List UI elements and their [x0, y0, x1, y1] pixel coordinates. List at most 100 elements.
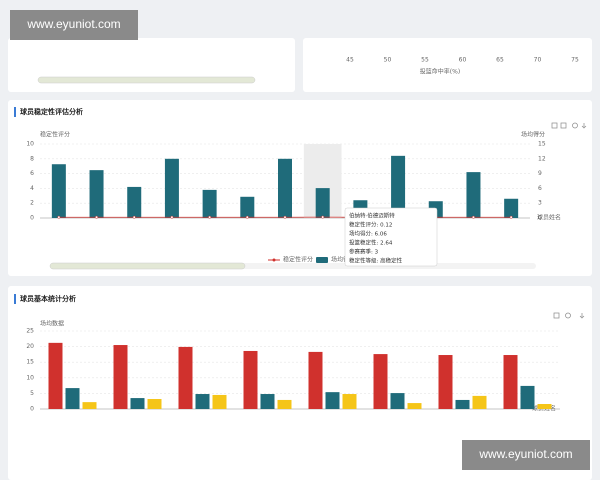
y-tick-label: 15 [26, 359, 34, 366]
scrollbar[interactable] [49, 262, 246, 270]
watermark-box [462, 440, 590, 470]
y-tick-label: 10 [26, 141, 34, 148]
bar [65, 388, 80, 409]
watermark-box [10, 10, 138, 40]
watermark: www.eyuniot.com [26, 17, 120, 31]
legend-swatch [316, 257, 328, 263]
bar [130, 398, 145, 409]
y2-axis-label: 场均得分 [521, 131, 545, 139]
x-tick-label: 70 [534, 57, 542, 64]
bar [278, 158, 292, 218]
x-tick-label: 45 [346, 57, 354, 64]
bar [472, 395, 487, 409]
bar [308, 351, 323, 409]
y-tick-label: 2 [30, 200, 34, 207]
bar [48, 342, 63, 409]
y-tick-label: 20 [26, 343, 34, 350]
bar [438, 355, 453, 409]
bar [51, 164, 66, 218]
bar [212, 394, 227, 409]
panel [8, 286, 592, 480]
panel [8, 38, 295, 92]
tooltip-line: 稳定性等级: 高稳定性 [349, 257, 403, 265]
y-axis-label: 场均数据 [40, 320, 64, 328]
y-tick-label: 0 [30, 215, 34, 222]
bar [277, 399, 292, 409]
y-tick-label: 8 [30, 155, 34, 162]
bar [537, 404, 552, 409]
x-axis-label: 球员姓名 [537, 214, 561, 222]
legend-item[interactable]: 场均得分 [316, 256, 355, 264]
line-point [321, 215, 325, 219]
tooltip-title: 伯纳特·伯德迈斯特 [349, 212, 395, 220]
tooltip-line: 投篮稳定性: 2.64 [349, 239, 393, 247]
line-point [472, 215, 475, 219]
bar [202, 189, 217, 218]
bar [391, 155, 406, 218]
title-accent [14, 107, 16, 117]
x-axis-label: 投篮命中率(%) [420, 68, 460, 76]
x-tick-label: 65 [496, 57, 504, 64]
tooltip [344, 207, 438, 267]
legend-item[interactable]: 稳定性评分 [268, 256, 313, 264]
y-tick-label: 6 [30, 170, 34, 177]
bar [127, 186, 142, 218]
y2-tick-label: 12 [538, 155, 546, 162]
x-tick-label: 55 [421, 57, 429, 64]
bar [325, 392, 340, 409]
bar [195, 394, 210, 409]
bar [113, 345, 128, 409]
bar [82, 402, 97, 409]
y2-tick-label: 6 [538, 185, 542, 192]
y2-tick-label: 15 [538, 141, 546, 148]
y-tick-label: 4 [30, 185, 34, 192]
x-tick-label: 75 [571, 57, 579, 64]
toolbox[interactable] [551, 122, 587, 319]
bar [240, 196, 255, 218]
bar [390, 393, 405, 409]
x-tick-label: 50 [384, 57, 392, 64]
y-tick-label: 10 [26, 374, 34, 381]
scrollbar[interactable] [37, 76, 256, 84]
legend-swatch [272, 258, 276, 262]
line-point [509, 215, 513, 219]
bar [243, 350, 258, 409]
bar [178, 346, 193, 409]
panel [303, 38, 592, 92]
bar [407, 403, 422, 409]
y2-tick-label: 3 [538, 200, 542, 207]
bar [315, 188, 330, 218]
legend-label: 场均得分 [331, 256, 355, 264]
line-point [170, 215, 174, 219]
y2-tick-label: 9 [538, 170, 542, 177]
bar [164, 158, 179, 218]
y-tick-label: 5 [30, 390, 34, 397]
line-point [132, 215, 136, 219]
watermark: www.eyuniot.com [478, 447, 572, 461]
bar [89, 170, 104, 218]
bar [466, 172, 481, 218]
section-title: 球员基本统计分析 [20, 294, 76, 303]
y-tick-label: 25 [26, 328, 34, 335]
bar [503, 355, 518, 409]
y-tick-label: 0 [30, 406, 34, 413]
bar [260, 394, 275, 409]
bar [455, 399, 470, 409]
bar [342, 394, 357, 409]
line-point [57, 215, 61, 219]
x-tick-label: 60 [459, 57, 467, 64]
line-point [283, 215, 287, 219]
section-title: 球员稳定性评估分析 [20, 107, 83, 116]
title-accent [14, 294, 16, 304]
tooltip-line: 参赛赛季: 3 [349, 248, 379, 256]
line-point [95, 215, 98, 219]
tooltip-line: 场均得分: 6.06 [349, 230, 387, 238]
line-point [208, 215, 212, 219]
line-point [245, 215, 249, 219]
legend-label: 稳定性评分 [283, 256, 313, 264]
bar [373, 354, 388, 409]
y2-tick-label: 0 [538, 215, 542, 222]
tooltip-line: 稳定性评分: 0.12 [349, 221, 392, 229]
bar [147, 399, 162, 409]
